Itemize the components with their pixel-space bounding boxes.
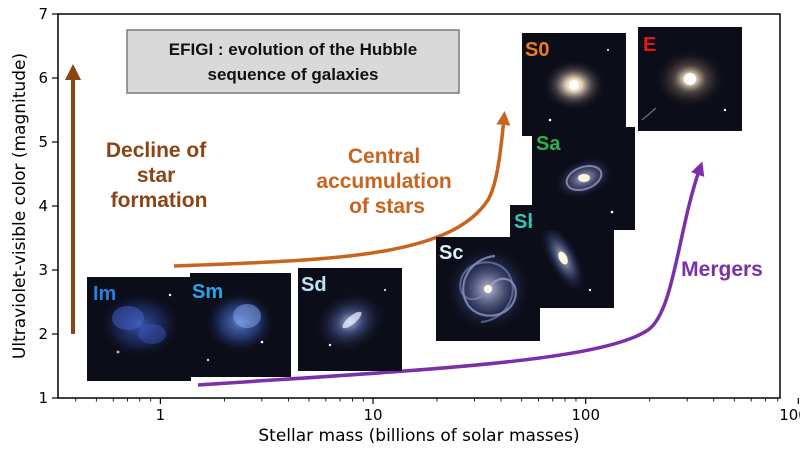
y-axis-label: Ultraviolet-visible color (magnitude) xyxy=(10,53,30,359)
galaxy-im: Im xyxy=(87,277,191,381)
galaxy-s0: S0 xyxy=(522,33,626,136)
galaxy-thumbnails: Im Sm Sd Sb xyxy=(87,27,742,381)
central-annotation: Central accumulation of stars xyxy=(316,145,457,218)
galaxy-label-e: E xyxy=(643,34,656,56)
galaxy-label-im: Im xyxy=(93,283,116,305)
decline-line-3: formation xyxy=(111,189,208,212)
y-tick-label: 7 xyxy=(38,5,48,23)
y-tick-label: 1 xyxy=(38,389,48,407)
galaxy-label-sa: Sa xyxy=(536,133,561,155)
y-tick-label: 6 xyxy=(38,69,48,87)
galaxy-e: E xyxy=(638,27,742,131)
decline-line-2: star xyxy=(137,164,176,187)
y-tick-label: 2 xyxy=(38,325,48,343)
x-tick-label: 100 xyxy=(571,406,600,424)
x-axis-minor-ticks xyxy=(75,398,779,402)
title-box: EFIGI : evolution of the Hubble sequence… xyxy=(126,29,460,94)
central-line-1: Central xyxy=(348,145,420,168)
mergers-arrow xyxy=(197,161,705,387)
title-line-2: sequence of galaxies xyxy=(207,65,378,84)
galaxy-label-sm: Sm xyxy=(192,281,223,303)
y-tick-label: 3 xyxy=(38,261,48,279)
x-tick-label: 1 xyxy=(156,406,166,424)
galaxy-sm: Sm xyxy=(190,273,291,377)
galaxy-label-s0: S0 xyxy=(525,39,549,61)
x-tick-label: 10 xyxy=(363,406,382,424)
title-line-1: EFIGI : evolution of the Hubble xyxy=(169,40,417,59)
galaxy-label-sc: Sc xyxy=(439,242,463,264)
central-accumulation-arrow xyxy=(173,111,511,268)
galaxy-sc: Sc xyxy=(436,237,540,341)
central-line-2: accumulation xyxy=(316,170,451,193)
x-tick-label: 1000 xyxy=(779,406,800,424)
galaxy-label-sd: Sd xyxy=(301,274,327,296)
galaxy-sa: Sa xyxy=(532,127,635,230)
decline-line-1: Decline of xyxy=(106,139,207,162)
y-axis-ticks: 1 2 3 4 5 6 7 xyxy=(38,5,58,407)
decline-annotation: Decline of star formation xyxy=(106,139,212,212)
y-tick-label: 5 xyxy=(38,133,48,151)
mergers-annotation: Mergers xyxy=(681,258,763,281)
central-line-3: of stars xyxy=(349,195,425,218)
x-axis-ticks: 1 10 100 1000 xyxy=(156,398,800,424)
galaxy-sd: Sd xyxy=(298,268,402,371)
y-tick-label: 4 xyxy=(38,197,48,215)
x-axis-label: Stellar mass (billions of solar masses) xyxy=(258,426,579,446)
